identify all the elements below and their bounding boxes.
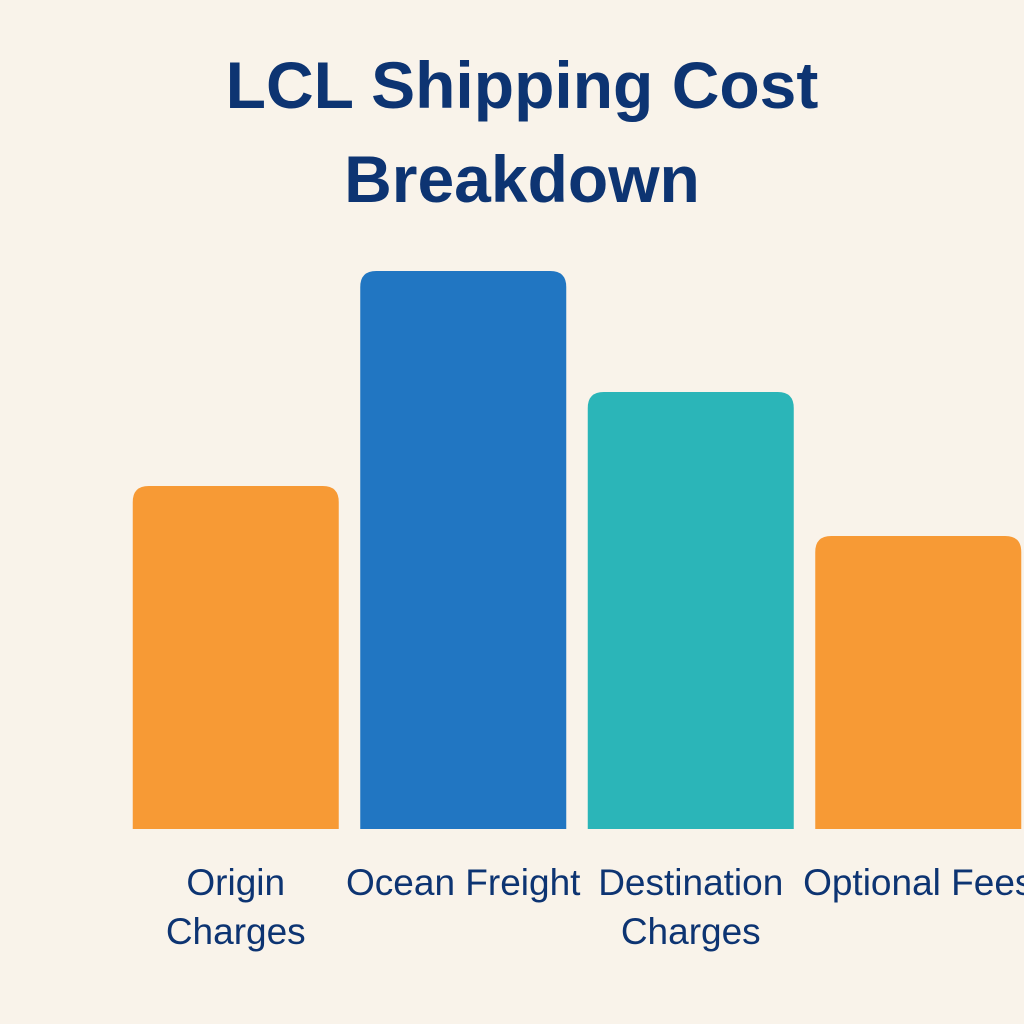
x-tick-label: Origin Charges — [165, 862, 306, 952]
chart-title: LCL Shipping Cost Breakdown — [225, 48, 819, 216]
bar — [587, 392, 794, 829]
bar — [815, 536, 1022, 829]
x-tick-label: Optional Fees — [803, 862, 1024, 903]
bar — [132, 486, 339, 829]
x-tick-label: Ocean Freight — [346, 862, 581, 903]
bar — [360, 271, 567, 829]
x-tick-label: Destination Charges — [598, 862, 784, 952]
